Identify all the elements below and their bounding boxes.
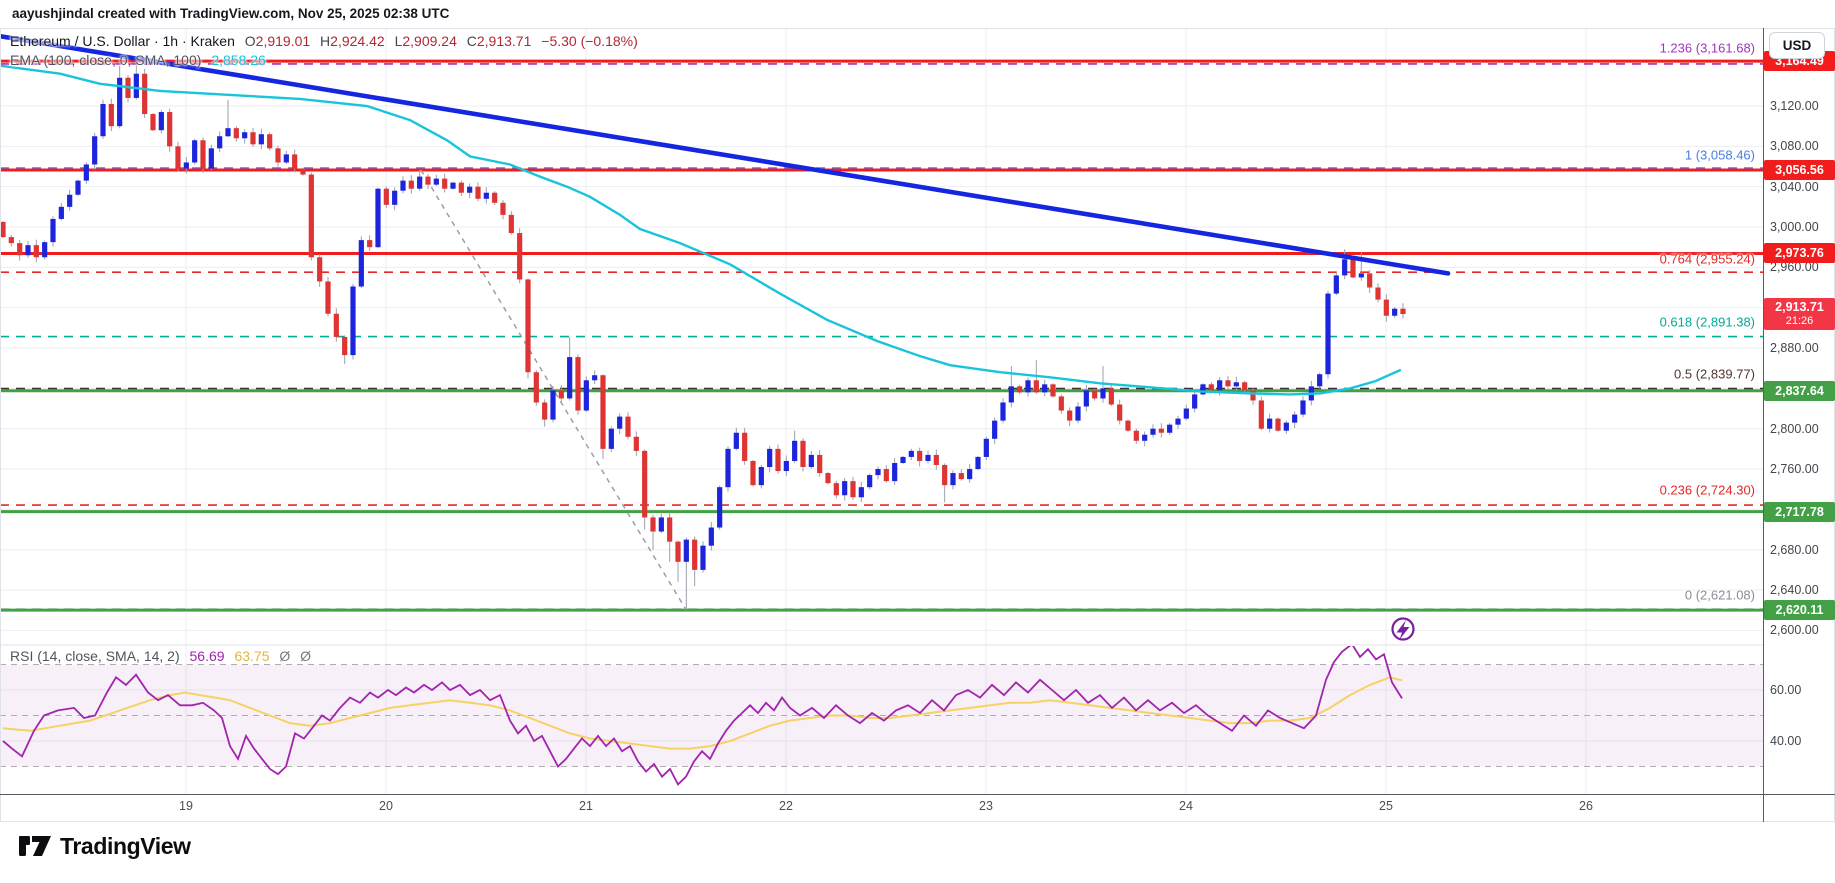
rsi-ma-line [2,676,1403,750]
ema-100-line[interactable] [0,64,1402,396]
flash-action-icon[interactable] [1391,617,1415,641]
gridlines [0,28,1763,794]
tradingview-logo[interactable]: TradingView [18,831,191,861]
support-resistance-lines[interactable] [0,59,1763,612]
descending-trendline[interactable] [0,33,1451,276]
fib-retracement-lines[interactable] [0,63,1763,610]
candlestick-series [0,61,1406,610]
brand-name: TradingView [60,832,191,859]
currency-label: USD [1782,38,1812,53]
rsi-line [2,646,1403,786]
currency-toggle[interactable]: USD [1769,32,1825,59]
tradingview-logo-icon [19,836,51,856]
rsi-panel[interactable] [0,644,1763,786]
attribution-text: aayushjindal created with TradingView.co… [12,6,450,21]
